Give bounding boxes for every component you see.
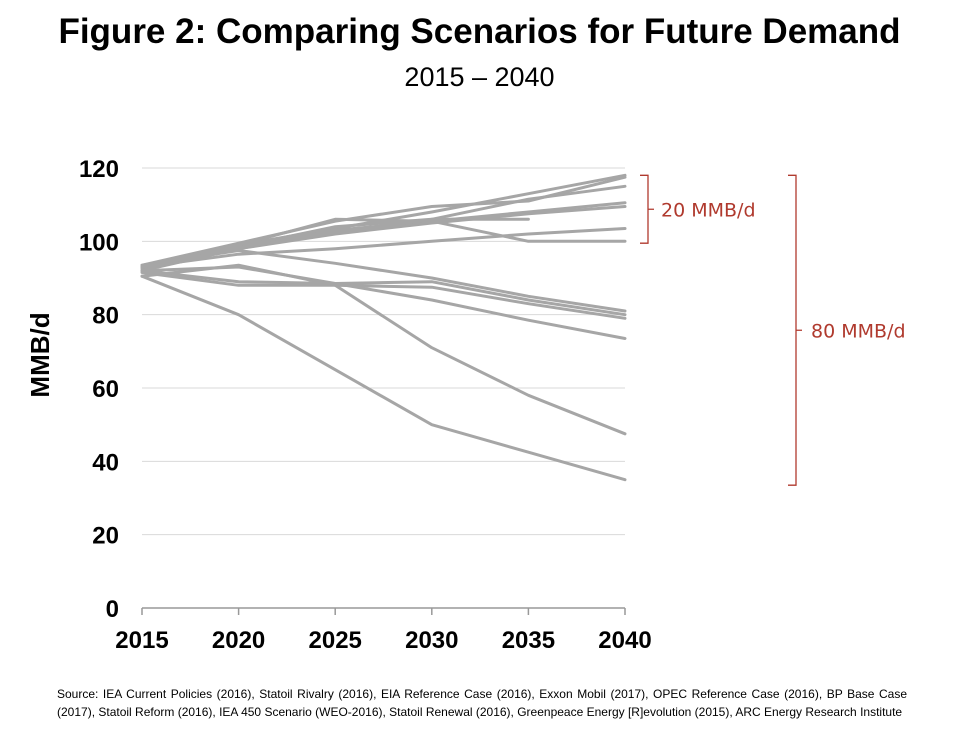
series-lines [140, 173, 627, 482]
y-axis-label: MMB/d [25, 312, 55, 397]
axes [141, 607, 626, 615]
series-line [140, 274, 627, 482]
x-tick-label: 2020 [212, 627, 265, 654]
gridlines [142, 167, 625, 536]
bracket-label: 20 MMB/d [661, 199, 756, 221]
y-tick-label: 120 [79, 156, 119, 183]
y-tick-label: 100 [79, 229, 119, 256]
range-bracket [788, 174, 802, 486]
x-tick-label: 2030 [405, 627, 458, 654]
bracket-label: 80 MMB/d [811, 320, 906, 342]
y-tick-labels: 0 20 40 60 80 100 120 [79, 156, 119, 623]
x-tick-label: 2015 [115, 627, 168, 654]
y-tick-label: 40 [92, 449, 119, 476]
range-brackets: 20 MMB/d 80 MMB/d [640, 174, 906, 486]
y-tick-label: 20 [92, 523, 119, 550]
x-tick-labels: 2015 2020 2025 2030 2035 2040 [115, 627, 651, 654]
y-tick-label: 0 [106, 596, 119, 623]
series-line [140, 271, 627, 320]
y-tick-label: 80 [92, 303, 119, 330]
chart-title: Figure 2: Comparing Scenarios for Future… [58, 12, 901, 51]
series-line [140, 217, 627, 269]
series-line [140, 249, 627, 313]
y-tick-label: 60 [92, 376, 119, 403]
range-bracket [640, 174, 654, 244]
series-line [140, 227, 627, 269]
source-note: Source: IEA Current Policies (2016), Sta… [57, 687, 907, 719]
x-tick-label: 2040 [598, 627, 651, 654]
series-line [140, 205, 627, 273]
chart-subtitle: 2015 – 2040 [404, 62, 555, 92]
x-tick-label: 2025 [309, 627, 362, 654]
series-line [140, 269, 627, 317]
x-tick-label: 2035 [502, 627, 555, 654]
series-line [140, 263, 627, 436]
